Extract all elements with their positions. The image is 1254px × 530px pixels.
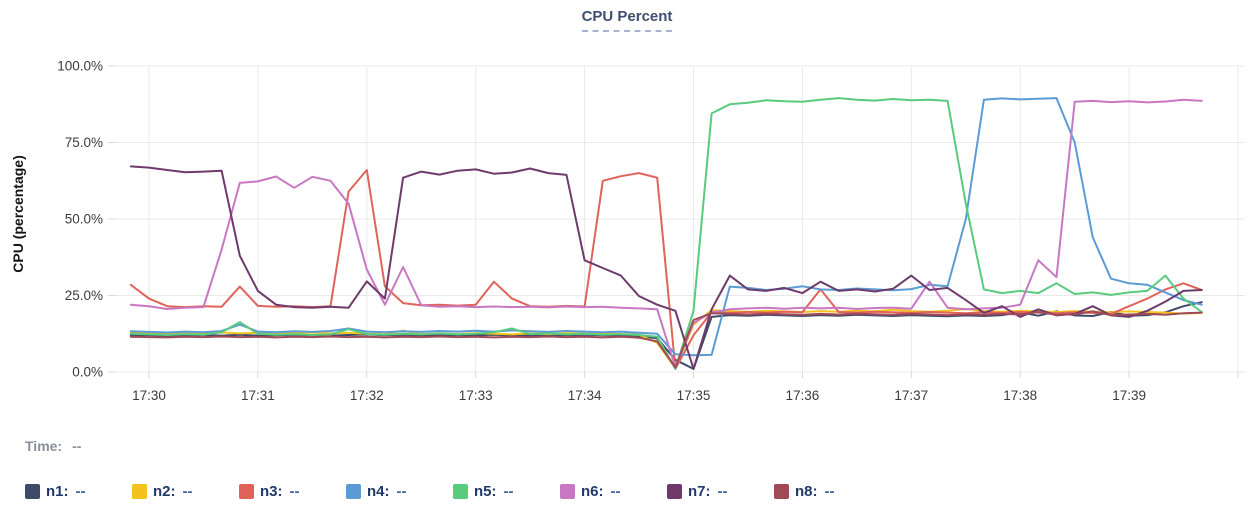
legend-swatch-n2 xyxy=(132,484,147,499)
legend-swatch-n1 xyxy=(25,484,40,499)
series-line-n7 xyxy=(129,165,1203,370)
cpu-chart-svg[interactable]: 0.0% 25.0% 50.0% 75.0% 100.0% 17:30 17:31 17:32… xyxy=(0,0,1254,425)
series-line-n4 xyxy=(129,97,1203,357)
y-axis-title: CPU (percentage) xyxy=(10,155,26,273)
legend-item-n4[interactable]: n4: -- xyxy=(346,483,453,500)
legend-value: -- xyxy=(75,483,86,500)
time-label: Time: xyxy=(25,438,63,454)
x-tick-label: 17:34 xyxy=(568,388,602,403)
x-tick-label: 17:30 xyxy=(132,388,166,403)
series-line-n8 xyxy=(129,310,1203,369)
legend-swatch-n6 xyxy=(560,484,575,499)
legend-label: n6: xyxy=(581,483,604,500)
legend-value: -- xyxy=(717,483,728,500)
x-tick-label: 17:36 xyxy=(786,388,820,403)
y-tick-label: 50.0% xyxy=(65,212,103,227)
y-tick-label: 100.0% xyxy=(57,59,103,74)
legend-item-n7[interactable]: n7: -- xyxy=(667,483,774,500)
legend-swatch-n4 xyxy=(346,484,361,499)
legend-value: -- xyxy=(396,483,407,500)
chart-title-wrap: CPU Percent xyxy=(0,8,1254,32)
legend-item-n8[interactable]: n8: -- xyxy=(774,483,881,500)
tooltip-time-row: Time: -- xyxy=(25,438,81,454)
legend-value: -- xyxy=(610,483,621,500)
series-line-n5 xyxy=(129,97,1203,370)
y-tick-label: 75.0% xyxy=(65,135,103,150)
y-tick-label: 25.0% xyxy=(65,288,103,303)
x-tick-label: 17:39 xyxy=(1112,388,1146,403)
x-tick-label: 17:38 xyxy=(1003,388,1037,403)
legend-item-n3[interactable]: n3: -- xyxy=(239,483,346,500)
legend-item-n1[interactable]: n1: -- xyxy=(25,483,132,500)
legend: n1: -- n2: -- n3: -- n4: -- n5: -- n6: -- n7: -- n8: -- xyxy=(25,483,881,500)
legend-label: n3: xyxy=(260,483,283,500)
legend-label: n5: xyxy=(474,483,497,500)
legend-value: -- xyxy=(289,483,300,500)
x-tick-label: 17:31 xyxy=(241,388,275,403)
x-tick-label: 17:33 xyxy=(459,388,493,403)
legend-label: n7: xyxy=(688,483,711,500)
x-tick-label: 17:37 xyxy=(894,388,928,403)
chart-title: CPU Percent xyxy=(581,8,673,32)
legend-label: n2: xyxy=(153,483,176,500)
y-tick-label: 0.0% xyxy=(72,365,103,380)
series-line-n6 xyxy=(129,98,1203,369)
legend-swatch-n3 xyxy=(239,484,254,499)
time-value: -- xyxy=(72,438,82,454)
legend-item-n2[interactable]: n2: -- xyxy=(132,483,239,500)
legend-value: -- xyxy=(503,483,514,500)
x-tick-label: 17:35 xyxy=(677,388,711,403)
legend-swatch-n8 xyxy=(774,484,789,499)
legend-value: -- xyxy=(824,483,835,500)
legend-swatch-n5 xyxy=(453,484,468,499)
legend-label: n1: xyxy=(46,483,69,500)
legend-value: -- xyxy=(182,483,193,500)
legend-label: n4: xyxy=(367,483,390,500)
legend-item-n5[interactable]: n5: -- xyxy=(453,483,560,500)
legend-item-n6[interactable]: n6: -- xyxy=(560,483,667,500)
legend-swatch-n7 xyxy=(667,484,682,499)
x-tick-label: 17:32 xyxy=(350,388,384,403)
legend-label: n8: xyxy=(795,483,818,500)
